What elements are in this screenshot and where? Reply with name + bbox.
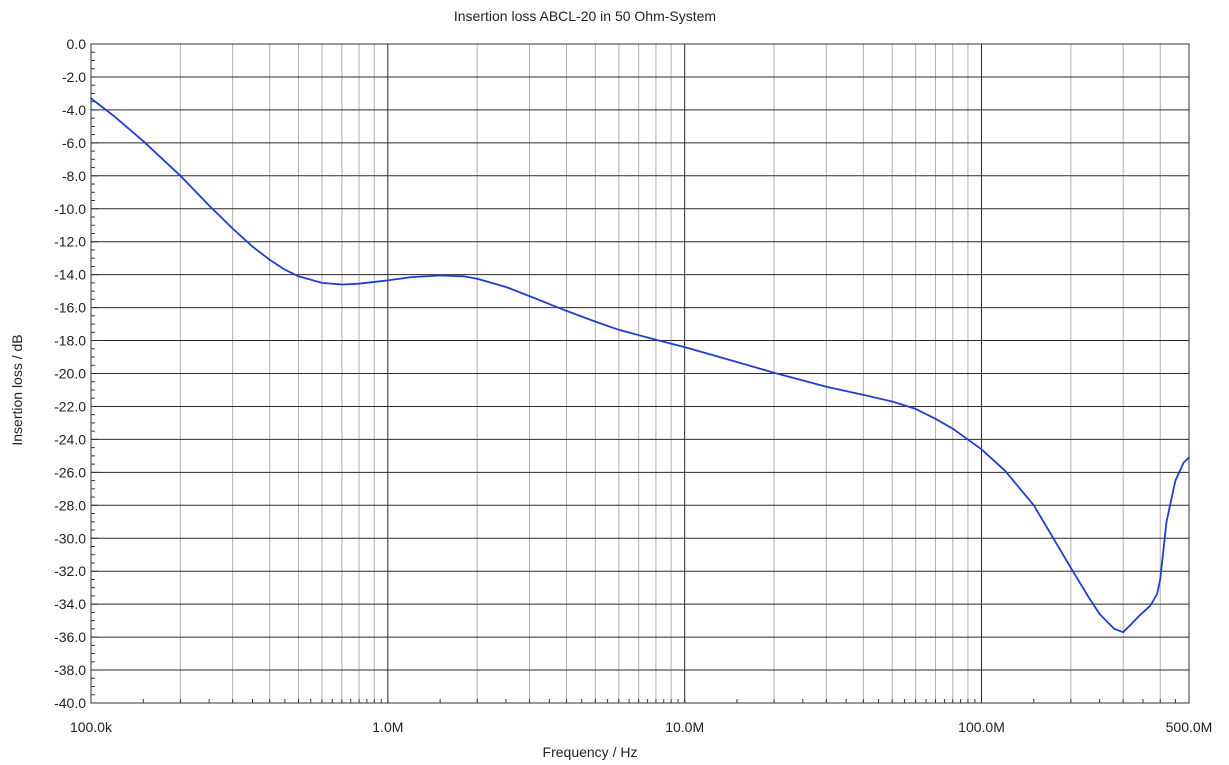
y-tick-label: -18.0: [54, 333, 86, 349]
y-tick-label: -22.0: [54, 398, 86, 414]
tick-marks: [90, 43, 1190, 704]
chart-title: Insertion loss ABCL-20 in 50 Ohm-System: [454, 8, 716, 24]
y-tick-label: -2.0: [62, 69, 86, 85]
y-tick-label: -8.0: [62, 168, 86, 184]
x-tick-label: 10.0M: [665, 719, 704, 735]
y-tick-labels: 0.0 -2.0 -4.0 -6.0 -8.0 -10.0 -12.0 -14.0 -16.0 -…: [54, 36, 86, 711]
y-axis-title: Insertion loss / dB: [9, 334, 25, 445]
x-tick-label: 500.0M: [1166, 719, 1213, 735]
y-tick-label: -34.0: [54, 596, 86, 612]
y-tick-label: 0.0: [67, 36, 87, 52]
y-tick-label: -24.0: [54, 431, 86, 447]
grid: [90, 43, 1190, 704]
y-tick-label: -6.0: [62, 135, 86, 151]
y-tick-label: -36.0: [54, 629, 86, 645]
x-tick-label: 100.0M: [958, 719, 1005, 735]
y-tick-label: -26.0: [54, 464, 86, 480]
y-tick-label: -20.0: [54, 366, 86, 382]
plot-frame: [90, 43, 1190, 704]
x-tick-labels: 100.0k 1.0M 10.0M 100.0M 500.0M: [70, 719, 1212, 735]
y-tick-label: -38.0: [54, 662, 86, 678]
y-tick-label: -40.0: [54, 695, 86, 711]
y-tick-label: -32.0: [54, 563, 86, 579]
series-line: [90, 97, 1190, 634]
y-tick-label: -4.0: [62, 102, 86, 118]
y-tick-label: -30.0: [54, 530, 86, 546]
y-tick-label: -10.0: [54, 201, 86, 217]
x-tick-label: 100.0k: [70, 719, 113, 735]
y-tick-label: -12.0: [54, 234, 86, 250]
x-tick-label: 1.0M: [372, 719, 403, 735]
y-tick-label: -14.0: [54, 267, 86, 283]
x-axis-title: Frequency / Hz: [543, 744, 638, 760]
y-tick-label: -28.0: [54, 497, 86, 513]
y-tick-label: -16.0: [54, 300, 86, 316]
series-layer: [90, 97, 1190, 634]
